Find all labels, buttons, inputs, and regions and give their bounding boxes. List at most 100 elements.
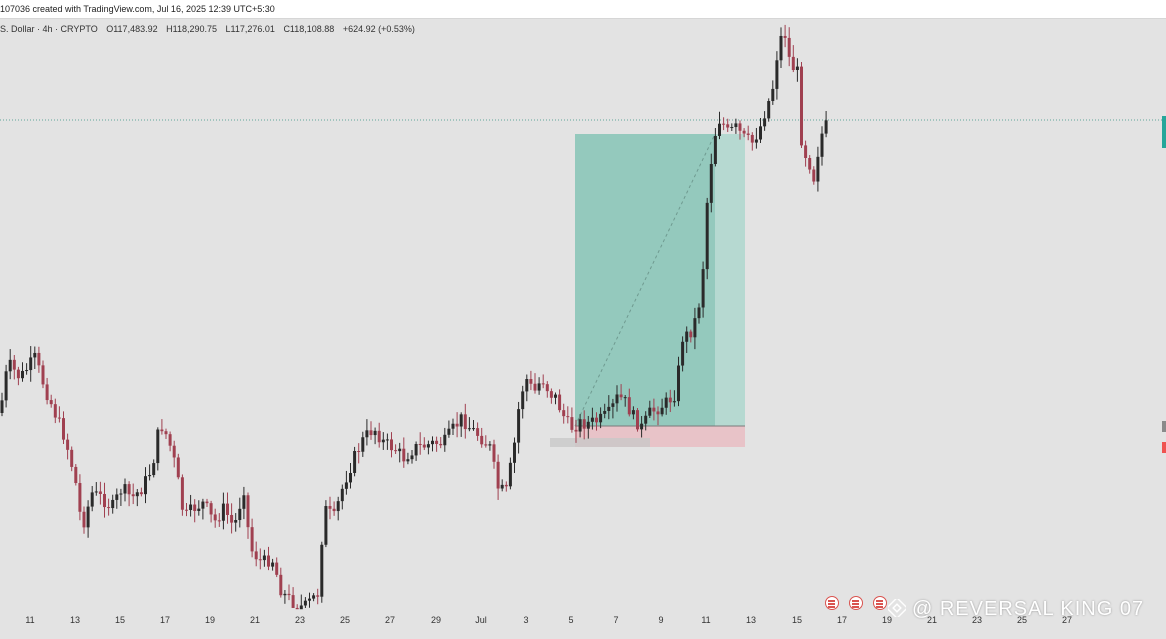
candle-body xyxy=(636,410,639,430)
candle-body xyxy=(668,397,672,403)
time-axis[interactable]: 11 13 15 17 19 21 23 25 27 29 Jul 3 5 7 … xyxy=(0,611,1166,639)
candle-body xyxy=(730,127,734,129)
candle-body xyxy=(783,35,787,38)
target-zone-filled[interactable] xyxy=(575,134,715,426)
candle-body xyxy=(316,595,320,597)
candle-body xyxy=(660,407,664,415)
candle-body xyxy=(385,439,389,441)
candle-body xyxy=(820,133,824,157)
x-tick: 17 xyxy=(159,615,171,625)
candle-body xyxy=(303,600,307,606)
candle-body xyxy=(45,384,49,401)
candle-body xyxy=(78,483,82,512)
target-zone[interactable] xyxy=(715,134,745,426)
candle-body xyxy=(226,503,229,515)
candle-body xyxy=(287,593,291,596)
ohlc-high: H118,290.75 xyxy=(166,24,218,34)
candle-body xyxy=(640,423,644,430)
ohlc-close: C118,108.88 xyxy=(283,24,335,34)
candle-body xyxy=(16,369,20,379)
candle-body xyxy=(234,520,238,523)
candle-body xyxy=(349,472,352,483)
x-tick: 11 xyxy=(701,615,711,625)
us-flag-icon[interactable] xyxy=(849,596,863,610)
candle-body xyxy=(29,357,33,371)
candle-body xyxy=(779,35,783,61)
us-flag-icon[interactable] xyxy=(825,596,839,610)
candle-body xyxy=(123,484,127,494)
x-tick: 21 xyxy=(249,615,261,625)
candle-body xyxy=(267,555,270,567)
candle-body xyxy=(402,448,406,462)
x-tick: 21 xyxy=(926,615,938,625)
candle-body xyxy=(476,428,480,436)
candle-body xyxy=(41,365,45,385)
position-tool[interactable] xyxy=(550,133,745,447)
candle-body xyxy=(492,444,496,462)
candle-body xyxy=(217,520,221,522)
candle-body xyxy=(74,466,78,484)
candle-body xyxy=(537,383,541,391)
candle-body xyxy=(33,352,37,358)
symbol-name[interactable]: S. Dollar · 4h · CRYPTO xyxy=(0,24,98,34)
candle-body xyxy=(517,409,521,443)
candle-body xyxy=(607,406,611,411)
candle-body xyxy=(135,492,139,497)
x-tick: 19 xyxy=(881,615,893,625)
candle-body xyxy=(808,158,812,170)
candle-body xyxy=(98,491,102,494)
candle-body xyxy=(746,133,750,135)
candle-body xyxy=(578,419,582,432)
candle-body xyxy=(390,439,393,451)
candle-body xyxy=(185,509,188,511)
candle-body xyxy=(496,461,500,489)
candle-body xyxy=(164,431,168,435)
price-tag-gray xyxy=(1162,421,1166,432)
candle-body xyxy=(685,331,689,342)
candle-body xyxy=(431,440,434,445)
candle-body xyxy=(115,494,119,500)
x-tick: 15 xyxy=(791,615,803,625)
x-tick: 25 xyxy=(1016,615,1028,625)
x-tick: 27 xyxy=(384,615,396,625)
candle-body xyxy=(443,434,447,446)
candle-body xyxy=(12,359,16,370)
x-tick: 11 xyxy=(25,615,35,625)
candle-body xyxy=(398,448,402,452)
candle-body xyxy=(472,428,475,430)
us-flag-icon[interactable] xyxy=(873,596,887,610)
candle-body xyxy=(94,491,98,493)
candle-body xyxy=(250,527,254,552)
candle-body xyxy=(484,444,488,446)
candle-body xyxy=(590,417,594,422)
candle-body xyxy=(742,130,746,134)
candle-body xyxy=(627,397,631,415)
candle-body xyxy=(336,501,340,512)
candle-body xyxy=(467,428,471,430)
candle-body xyxy=(795,66,799,71)
candle-body xyxy=(8,359,12,372)
price-chart[interactable] xyxy=(0,18,1166,611)
candle-body xyxy=(373,430,377,436)
candle-body xyxy=(377,430,381,443)
x-tick: 25 xyxy=(339,615,351,625)
candle-body xyxy=(800,66,803,146)
candle-body xyxy=(533,383,537,391)
candle-body xyxy=(66,439,70,450)
candle-body xyxy=(119,493,123,495)
candle-body xyxy=(152,463,156,476)
entry-range xyxy=(550,438,650,447)
candle-body xyxy=(209,503,213,515)
x-tick: 29 xyxy=(430,615,442,625)
candle-body xyxy=(414,443,418,456)
candle-body xyxy=(254,551,258,560)
candle-body xyxy=(324,506,328,545)
candle-body xyxy=(791,56,795,71)
candle-body xyxy=(213,514,217,521)
candle-body xyxy=(750,134,754,143)
candle-body xyxy=(283,593,287,596)
candle-body xyxy=(156,429,160,464)
candle-body xyxy=(611,403,615,407)
candle-body xyxy=(586,421,590,429)
candle-body xyxy=(672,401,676,403)
